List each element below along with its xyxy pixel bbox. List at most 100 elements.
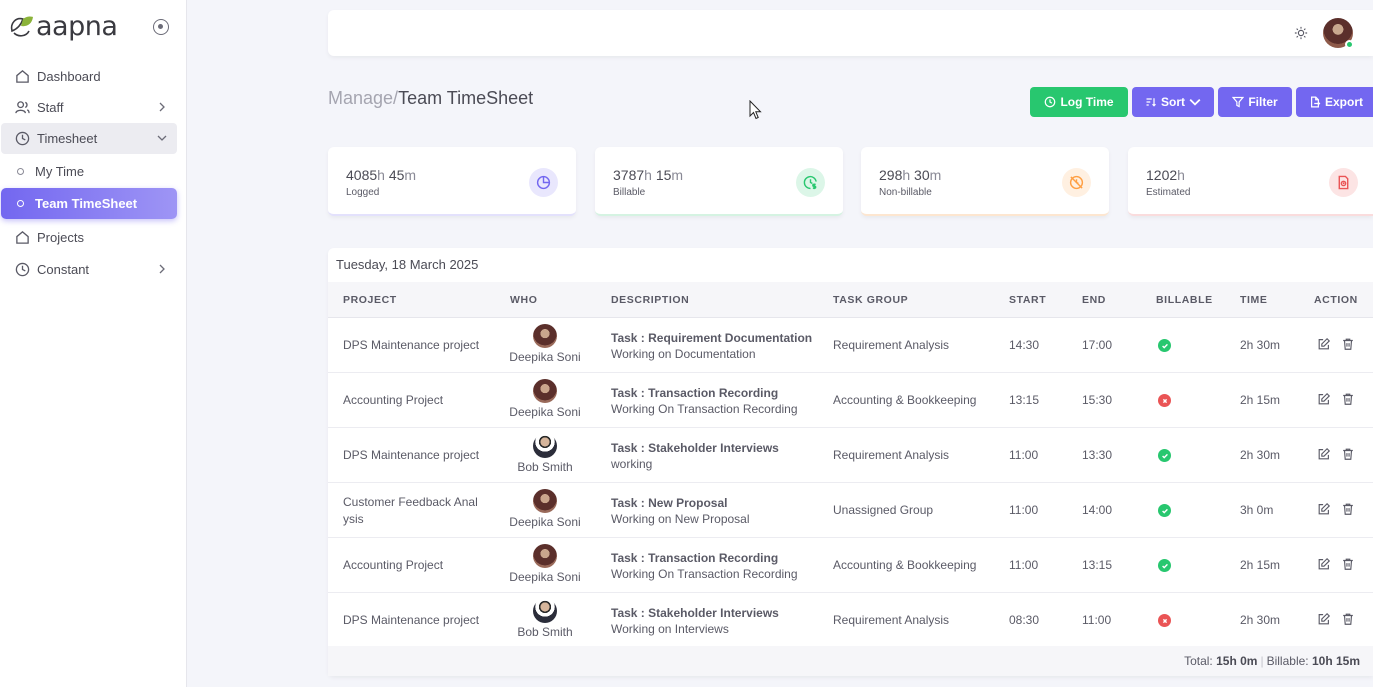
chevron-right-icon: [159, 102, 165, 112]
breadcrumb-parent[interactable]: Manage/: [328, 88, 399, 108]
stat-card-estimated: 1202h Estimated: [1128, 147, 1373, 216]
column-header-start[interactable]: START: [1009, 294, 1047, 306]
row-end: 11:00: [1082, 613, 1112, 627]
table-row[interactable]: DPS Maintenance project Deepika Soni Tas…: [328, 318, 1373, 373]
row-start: 11:00: [1009, 503, 1039, 517]
brand-name: aapna: [36, 11, 118, 42]
filter-icon: [1232, 96, 1245, 108]
log-time-button[interactable]: Log Time: [1030, 87, 1128, 117]
edit-icon[interactable]: [1317, 557, 1331, 571]
row-description: Task : Stakeholder Interviews Working on…: [611, 605, 779, 637]
table-footer: Total: 15h 0m | Billable: 10h 15m: [328, 646, 1373, 676]
row-task-note: working: [611, 457, 653, 471]
edit-icon[interactable]: [1317, 502, 1331, 516]
row-task-title: Task : Stakeholder Interviews: [611, 441, 779, 455]
sun-icon[interactable]: [1294, 26, 1308, 40]
home-icon: [15, 230, 30, 245]
row-end: 15:30: [1082, 393, 1113, 407]
sidebar-item-constant[interactable]: Constant: [1, 254, 177, 285]
row-end: 13:30: [1082, 448, 1113, 462]
sort-button[interactable]: Sort: [1132, 87, 1214, 117]
user-avatar[interactable]: [1323, 18, 1354, 49]
trash-icon[interactable]: [1341, 447, 1355, 461]
column-header-end[interactable]: END: [1082, 294, 1106, 306]
row-who-name: Deepika Soni: [509, 570, 581, 584]
billable-total-label: Billable:: [1266, 654, 1309, 668]
edit-icon[interactable]: [1317, 392, 1331, 406]
clock-icon: [15, 131, 30, 146]
clock-off-icon: [1062, 168, 1091, 197]
top-navbar: [328, 10, 1373, 56]
mouse-cursor-icon: [749, 100, 762, 120]
sidebar-item-label: Projects: [37, 230, 84, 245]
row-who-name: Deepika Soni: [509, 515, 581, 529]
sidebar-item-dashboard[interactable]: Dashboard: [1, 61, 177, 92]
row-end: 14:00: [1082, 503, 1113, 517]
trash-icon[interactable]: [1341, 392, 1355, 406]
row-task-title: Task : New Proposal: [611, 496, 728, 510]
row-project-line: Customer Feedback Anal: [343, 495, 478, 509]
row-task-group: Requirement Analysis: [833, 613, 950, 627]
table-row[interactable]: Customer Feedback Anal ysis Deepika Soni…: [328, 483, 1373, 538]
row-description: Task : Requirement Documentation Working…: [611, 330, 812, 362]
stat-value: 3787h 15m: [613, 167, 684, 183]
row-time: 2h 15m: [1240, 393, 1281, 407]
edit-icon[interactable]: [1317, 447, 1331, 461]
row-task-title: Task : Requirement Documentation: [611, 331, 813, 345]
row-who-name: Bob Smith: [517, 460, 573, 474]
row-who: Bob Smith: [508, 434, 582, 474]
trash-icon[interactable]: [1341, 337, 1355, 351]
table-row[interactable]: DPS Maintenance project Bob Smith Task :…: [328, 593, 1373, 648]
table-header: PROJECT WHO DESCRIPTION TASK GROUP START…: [328, 282, 1373, 318]
sidebar-item-label: Staff: [37, 100, 64, 115]
avatar: [533, 379, 557, 403]
column-header-time[interactable]: TIME: [1240, 294, 1268, 306]
edit-icon[interactable]: [1317, 612, 1331, 626]
row-project: Accounting Project: [343, 393, 444, 407]
row-who: Deepika Soni: [508, 489, 582, 529]
sidebar-item-projects[interactable]: Projects: [1, 222, 177, 253]
edit-icon[interactable]: [1317, 337, 1331, 351]
row-project: Accounting Project: [343, 558, 444, 572]
column-header-task-group[interactable]: TASK GROUP: [833, 294, 909, 306]
trash-icon[interactable]: [1341, 557, 1355, 571]
table-row[interactable]: DPS Maintenance project Bob Smith Task :…: [328, 428, 1373, 483]
sidebar-item-staff[interactable]: Staff: [1, 92, 177, 123]
sidebar-subitem-my-time[interactable]: My Time: [1, 156, 177, 187]
table-row[interactable]: Accounting Project Deepika Soni Task : T…: [328, 538, 1373, 593]
stat-value: 1202h: [1146, 167, 1185, 183]
x-circle-icon: [1158, 394, 1171, 407]
sidebar-item-timesheet[interactable]: Timesheet: [1, 123, 177, 154]
breadcrumb: Manage/Team TimeSheet: [328, 88, 533, 109]
trash-icon[interactable]: [1341, 612, 1355, 626]
row-task-note: Working On Transaction Recording: [611, 567, 798, 581]
avatar: [533, 544, 557, 568]
table-totals: Total: 15h 0m | Billable: 10h 15m: [1184, 654, 1360, 668]
trash-icon[interactable]: [1341, 502, 1355, 516]
row-start: 08:30: [1009, 613, 1040, 627]
online-status-indicator: [1345, 40, 1354, 49]
sidebar-subitem-team-timesheet[interactable]: Team TimeSheet: [1, 188, 177, 219]
column-header-who[interactable]: WHO: [510, 294, 538, 306]
row-project-line: ysis: [343, 512, 364, 526]
row-project: DPS Maintenance project: [343, 448, 480, 462]
row-time: 3h 0m: [1240, 503, 1274, 517]
row-task-group: Requirement Analysis: [833, 448, 950, 462]
column-header-billable[interactable]: BILLABLE: [1156, 294, 1213, 306]
table-row[interactable]: Accounting Project Deepika Soni Task : T…: [328, 373, 1373, 428]
sort-label: Sort: [1161, 95, 1185, 109]
column-header-project[interactable]: PROJECT: [343, 294, 397, 306]
stat-card-non-billable: 298h 30m Non-billable: [861, 147, 1109, 216]
chevron-down-icon: [1189, 98, 1201, 106]
circle-icon: [17, 168, 24, 175]
sidebar-collapse-icon[interactable]: [153, 19, 169, 35]
row-task-title: Task : Stakeholder Interviews: [611, 606, 779, 620]
filter-button[interactable]: Filter: [1218, 87, 1292, 117]
export-button[interactable]: Export: [1296, 87, 1373, 117]
brand-logo[interactable]: aapna: [8, 11, 118, 42]
row-who: Deepika Soni: [508, 544, 582, 584]
stat-label: Non-billable: [879, 187, 932, 198]
row-end: 13:15: [1082, 558, 1113, 572]
column-header-description[interactable]: DESCRIPTION: [611, 294, 690, 306]
row-project: DPS Maintenance project: [343, 338, 480, 352]
